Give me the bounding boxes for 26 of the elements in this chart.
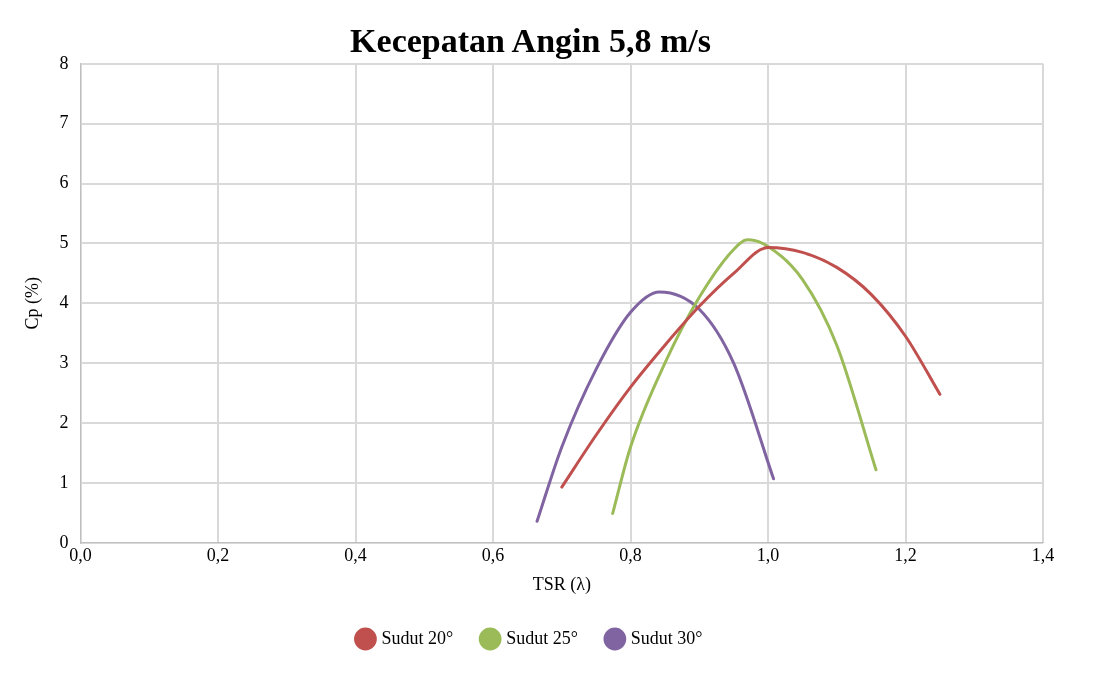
legend-label: Sudut 25°: [506, 627, 578, 648]
line-series: [611, 238, 878, 515]
y-tick-label: 4: [59, 292, 69, 313]
legend-label: Sudut 30°: [630, 627, 703, 648]
x-tick-label: 0,4: [344, 545, 367, 566]
x-tick-label: 1,0: [756, 545, 780, 566]
y-tick-label: 8: [59, 52, 69, 73]
y-tick-label: 7: [59, 112, 69, 133]
y-tick-label: 3: [59, 351, 69, 372]
x-tick-label: 0,6: [481, 545, 505, 566]
x-tick-label: 0,0: [69, 545, 92, 566]
y-tick-label: 1: [59, 471, 69, 492]
y-tick-label: 5: [59, 232, 69, 253]
x-tick-label: 1,2: [894, 545, 917, 566]
line-series: [535, 290, 776, 523]
y-tick-label: 0: [59, 531, 69, 552]
y-axis-title: Cp (%): [21, 277, 43, 330]
x-axis-title: TSR (λ): [532, 573, 591, 595]
x-tick-label: 0,2: [206, 545, 230, 566]
x-tick-label: 0,8: [619, 545, 642, 566]
y-tick-label: 6: [59, 172, 69, 193]
x-tick-label: 1,4: [1031, 545, 1055, 566]
y-tick-label: 2: [59, 411, 69, 432]
line-series: [560, 246, 942, 489]
legend-label: Sudut 20°: [381, 627, 454, 648]
chart-title: Kecepatan Angin 5,8 m/s: [350, 22, 711, 60]
